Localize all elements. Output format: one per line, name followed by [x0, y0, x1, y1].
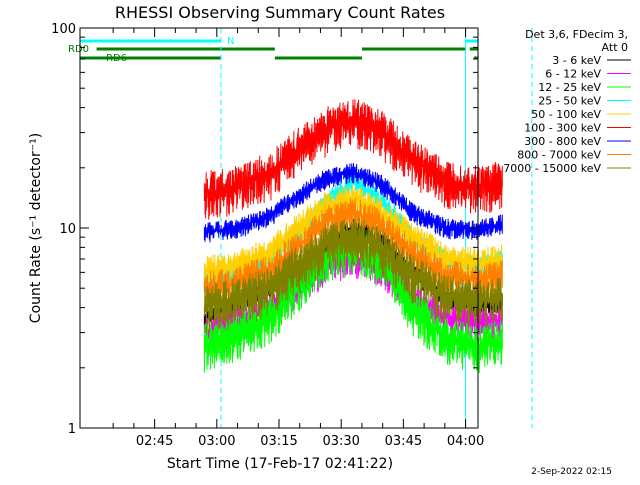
flag-label: N — [227, 36, 234, 47]
footer-timestamp: 2-Sep-2022 02:15 — [531, 467, 612, 477]
x-tick-label: 02:45 — [136, 434, 173, 449]
legend-label: 800 - 7000 keV — [517, 149, 601, 162]
x-tick-label: 03:30 — [322, 434, 359, 449]
legend-header: Det 3,6, FDecim 3, — [525, 28, 628, 41]
y-tick-label: 100 — [51, 22, 76, 37]
x-tick-label: 03:15 — [260, 434, 297, 449]
y-tick-label: 10 — [59, 222, 76, 237]
x-tick-label: 03:00 — [198, 434, 235, 449]
series-group — [203, 99, 503, 373]
legend-header: Att 0 — [602, 41, 628, 54]
legend-label: 12 - 25 keV — [538, 81, 601, 94]
axes-group: 1 10 100 02:45 03:00 03:15 03:30 03:45 04:00 — [51, 22, 484, 449]
y-tick-label: 1 — [68, 422, 76, 437]
legend-label: 100 - 300 keV — [524, 122, 601, 135]
legend-label: 7000 - 15000 keV — [503, 162, 601, 175]
series-trace — [203, 163, 503, 243]
chart-title: RHESSI Observing Summary Count Rates — [115, 3, 445, 22]
legend-label: 50 - 100 keV — [531, 108, 601, 121]
x-axis-label: Start Time (17-Feb-17 02:41:22) — [167, 456, 393, 472]
flag-label: RD0 — [68, 44, 89, 55]
legend-label: 6 - 12 keV — [545, 68, 601, 81]
plot-frame — [79, 27, 479, 429]
y-axis-label: Count Rate (s⁻¹ detector⁻¹) — [28, 133, 44, 323]
series-trace — [203, 218, 503, 333]
legend-label: 25 - 50 keV — [538, 95, 601, 108]
x-tick-label: 04:00 — [447, 434, 484, 449]
x-tick-label: 03:45 — [385, 434, 422, 449]
legend-label: 3 - 6 keV — [552, 54, 601, 67]
legend-label: 300 - 800 keV — [524, 135, 601, 148]
flag-label: RD6 — [106, 53, 127, 64]
flag-bars-group: N RD0 RD6 — [68, 36, 478, 64]
series-trace — [203, 99, 503, 220]
